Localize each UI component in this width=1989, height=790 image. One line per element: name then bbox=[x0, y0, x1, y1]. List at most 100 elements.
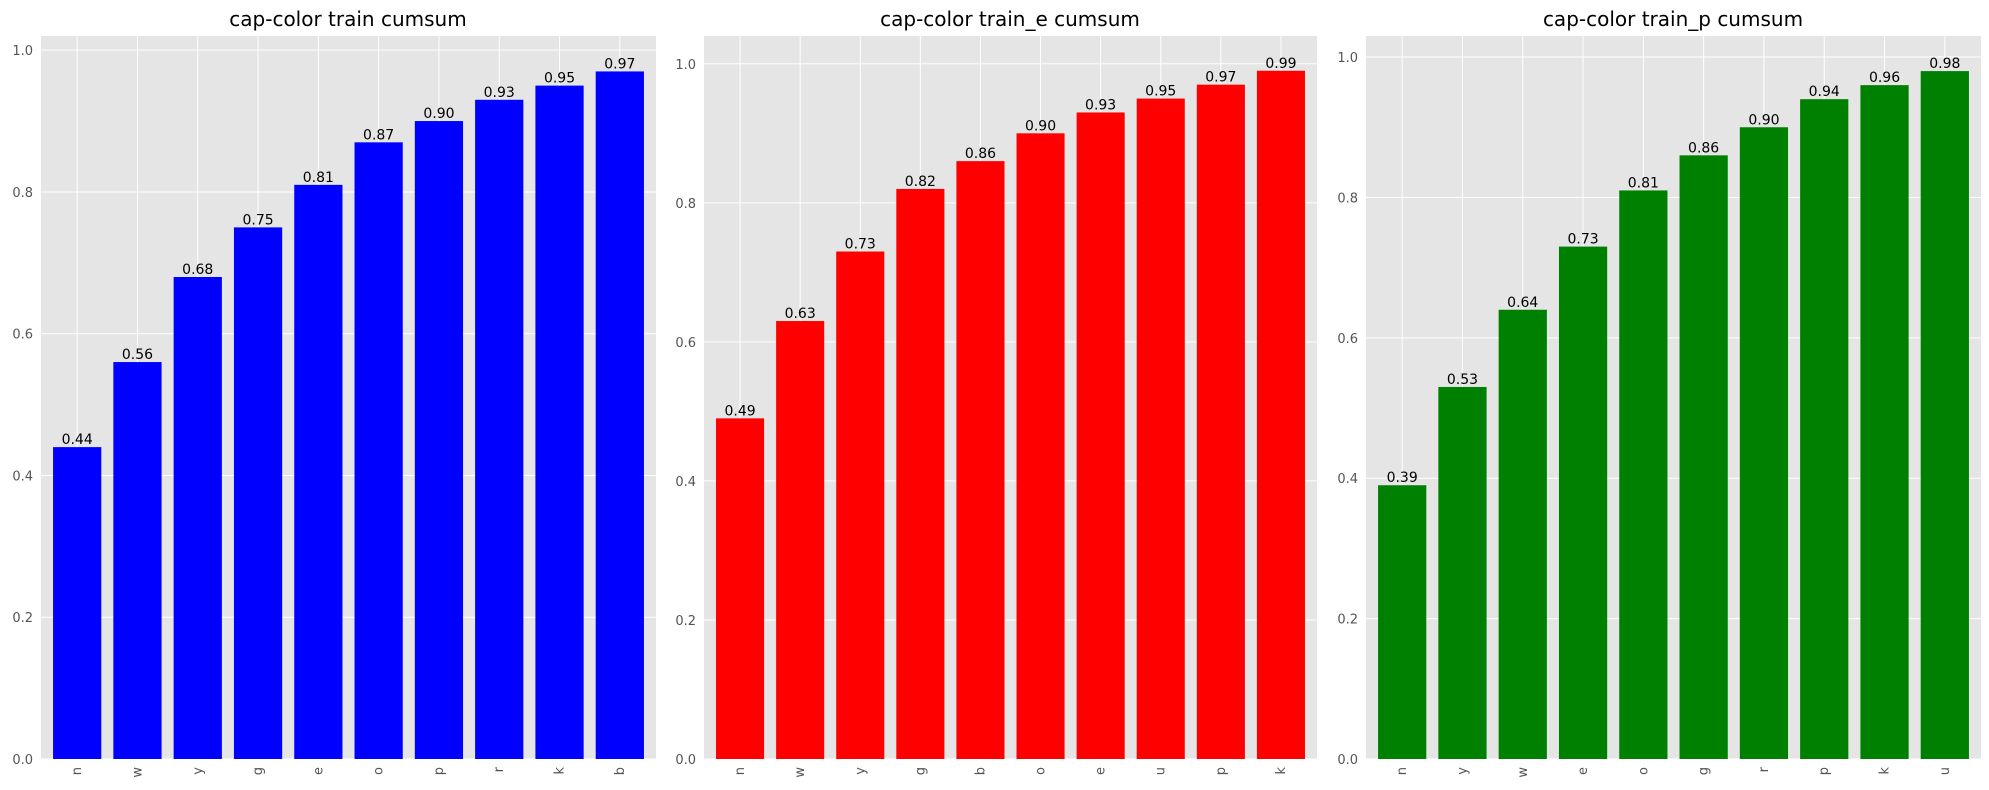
data-label: 0.96 bbox=[1869, 70, 1900, 86]
data-label: 0.44 bbox=[62, 432, 93, 448]
bar bbox=[836, 251, 885, 759]
bar bbox=[1800, 99, 1849, 760]
bar bbox=[776, 321, 825, 759]
panel-train: cap-color train cumsum 0.0 0.2 0.4 0.6 0.8 1.… bbox=[12, 7, 656, 778]
data-label: 0.63 bbox=[785, 306, 816, 322]
data-label: 0.86 bbox=[1688, 140, 1719, 156]
chart-title: cap-color train cumsum bbox=[229, 7, 466, 31]
x-tick-label: w bbox=[793, 767, 808, 778]
y-tick-label: 1.0 bbox=[1337, 51, 1358, 66]
x-tick-label: e bbox=[311, 767, 326, 775]
bar bbox=[1860, 85, 1909, 759]
x-tick-label: u bbox=[1154, 767, 1169, 775]
bar bbox=[1136, 98, 1185, 759]
bar bbox=[1558, 246, 1608, 759]
x-tick-label: o bbox=[1034, 767, 1049, 775]
data-label: 0.97 bbox=[1205, 70, 1236, 86]
y-tick-label: 0.6 bbox=[12, 328, 33, 343]
x-tick-label: w bbox=[130, 767, 145, 778]
x-tick-label: k bbox=[1274, 767, 1289, 775]
data-label: 0.97 bbox=[604, 56, 635, 72]
x-tick-label: k bbox=[553, 767, 568, 775]
data-label: 0.81 bbox=[1628, 175, 1659, 191]
panel-train-e: cap-color train_e cumsum 0.0 0.2 0.4 0.6 0.8… bbox=[675, 7, 1317, 778]
data-label: 0.86 bbox=[965, 146, 996, 162]
y-tick-label: 0.0 bbox=[1337, 753, 1358, 768]
bar bbox=[173, 277, 222, 759]
x-tick-label: o bbox=[1636, 767, 1651, 775]
data-label: 0.98 bbox=[1929, 56, 1960, 72]
x-tick-label: p bbox=[1817, 767, 1832, 775]
bar bbox=[1196, 84, 1245, 760]
data-label: 0.73 bbox=[1567, 232, 1598, 248]
data-label: 0.81 bbox=[303, 170, 334, 186]
data-label: 0.95 bbox=[1145, 84, 1176, 100]
y-tick-label: 0.6 bbox=[675, 336, 696, 351]
bar bbox=[1438, 386, 1487, 759]
bar bbox=[113, 362, 162, 759]
bar bbox=[896, 188, 945, 759]
x-tick-label: y bbox=[191, 767, 206, 775]
x-tick-label: w bbox=[1516, 767, 1531, 778]
chart-title: cap-color train_p cumsum bbox=[1543, 7, 1803, 31]
bar bbox=[414, 121, 464, 759]
x-tick-label: b bbox=[973, 767, 988, 775]
bar bbox=[956, 161, 1005, 759]
x-tick-label: e bbox=[1094, 767, 1109, 775]
data-label: 0.64 bbox=[1507, 295, 1538, 311]
x-tick-label: p bbox=[1214, 767, 1229, 775]
bar bbox=[716, 418, 765, 759]
data-label: 0.49 bbox=[724, 403, 755, 419]
bar bbox=[595, 71, 644, 760]
x-tick-label: p bbox=[432, 767, 447, 775]
x-tick-label: n bbox=[1395, 767, 1410, 775]
y-tick-label: 0.2 bbox=[1337, 613, 1358, 628]
x-tick-label: n bbox=[733, 767, 748, 775]
data-label: 0.90 bbox=[1025, 118, 1056, 134]
x-tick-label: u bbox=[1938, 767, 1953, 775]
chart-title: cap-color train_e cumsum bbox=[880, 7, 1140, 31]
x-tick-label: o bbox=[372, 767, 387, 775]
x-tick-label: y bbox=[853, 767, 868, 775]
x-tick-label: g bbox=[1697, 767, 1712, 775]
y-tick-label: 0.2 bbox=[12, 611, 33, 626]
y-tick-label: 0.4 bbox=[675, 475, 696, 490]
y-tick-label: 0.2 bbox=[675, 614, 696, 629]
bar bbox=[475, 99, 524, 759]
x-tick-label: y bbox=[1455, 767, 1470, 775]
x-tick-label: r bbox=[492, 766, 507, 772]
y-tick-label: 0.0 bbox=[675, 753, 696, 768]
data-label: 0.90 bbox=[1748, 112, 1779, 128]
data-label: 0.73 bbox=[845, 237, 876, 253]
y-tick-label: 1.0 bbox=[675, 58, 696, 73]
x-tick-label: g bbox=[251, 767, 266, 775]
x-tick-label: k bbox=[1878, 767, 1893, 775]
bar bbox=[1378, 485, 1427, 759]
y-tick-label: 0.6 bbox=[1337, 332, 1358, 347]
bar bbox=[1619, 190, 1668, 759]
x-tick-label: b bbox=[613, 767, 628, 775]
data-label: 0.93 bbox=[484, 85, 515, 101]
bar bbox=[1920, 71, 1969, 759]
x-tick-label: g bbox=[913, 767, 928, 775]
data-label: 0.56 bbox=[122, 347, 153, 363]
bar bbox=[53, 447, 102, 759]
data-label: 0.82 bbox=[905, 174, 936, 190]
data-label: 0.39 bbox=[1387, 470, 1418, 486]
y-tick-label: 1.0 bbox=[12, 44, 33, 59]
data-label: 0.75 bbox=[242, 212, 273, 228]
data-label: 0.87 bbox=[363, 127, 394, 143]
x-tick-label: n bbox=[70, 767, 85, 775]
bar bbox=[1256, 70, 1305, 759]
data-label: 0.90 bbox=[423, 106, 454, 122]
x-tick-label: r bbox=[1757, 766, 1772, 772]
y-tick-label: 0.4 bbox=[1337, 472, 1358, 487]
panel-train-p: cap-color train_p cumsum 0.0 0.2 0.4 0.6 0.8… bbox=[1337, 7, 1981, 778]
data-label: 0.93 bbox=[1085, 97, 1116, 113]
data-label: 0.68 bbox=[182, 262, 213, 278]
y-tick-label: 0.8 bbox=[1337, 191, 1358, 206]
y-tick-label: 0.0 bbox=[12, 753, 33, 768]
bar bbox=[1679, 155, 1728, 760]
data-label: 0.53 bbox=[1447, 372, 1478, 388]
